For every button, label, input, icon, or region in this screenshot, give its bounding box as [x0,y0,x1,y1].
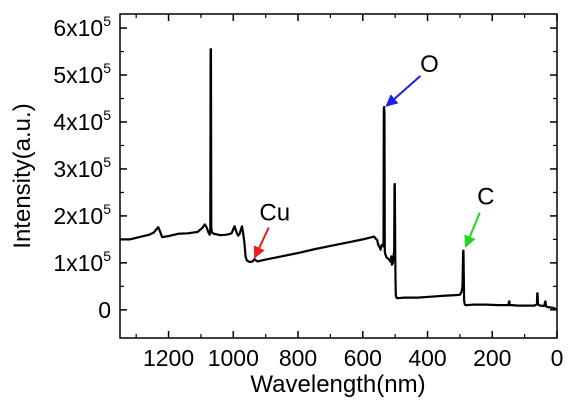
annotation-layer: O Cu C [253,51,494,259]
x-tick-label: 0 [551,345,564,371]
x-tick-label: 200 [473,345,511,371]
series-line [120,48,558,311]
x-tick-label: 800 [279,345,317,371]
y-tick-label: 3x105 [53,154,111,182]
y-tick-label: 2x105 [53,201,111,229]
annotation-arrow [385,75,422,107]
annotation-arrow [464,212,481,248]
x-tick-label: 400 [408,345,446,371]
annotation-label: Cu [259,200,290,227]
y-tick-label: 0 [98,297,111,323]
y-tick-label: 1x105 [53,248,111,276]
annotation-label: O [420,51,439,78]
y-tick-label: 4x105 [53,107,111,135]
x-tick-label: 1000 [208,345,259,371]
x-axis-ticks: 1200 1000 800 600 400 200 0 [135,14,564,371]
series-layer [120,48,558,311]
x-tick-label: 600 [344,345,382,371]
annotation-arrow [253,227,270,259]
annotation-label: C [477,184,494,211]
x-tick-label: 1200 [143,345,194,371]
plot-frame [119,13,558,339]
x-axis-title: Wavelength(nm) [250,371,425,398]
y-tick-label: 5x105 [53,60,111,88]
y-axis-ticks: 0 1x105 2x105 3x105 4x105 5x105 6x105 [53,13,557,323]
y-tick-label: 6x105 [53,13,111,41]
y-axis-title: Intensity(a.u.) [9,103,36,248]
